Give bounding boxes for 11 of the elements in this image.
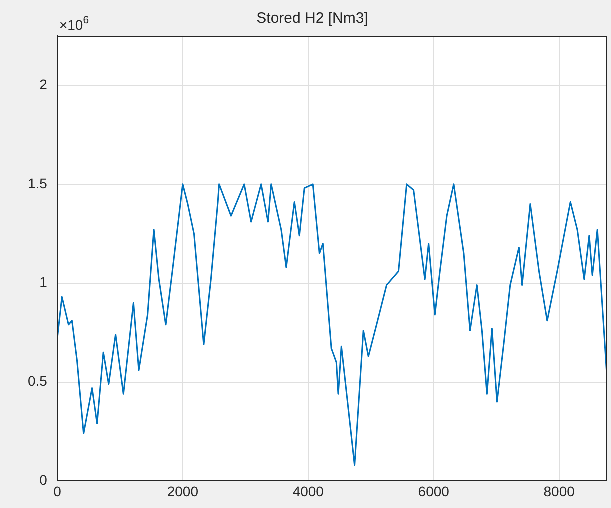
chart-title: Stored H2 [Nm3]	[256, 10, 368, 28]
y-tick-label: 0.5	[28, 373, 48, 390]
x-tick-label: 8000	[544, 483, 576, 500]
y-tick-label: 1	[40, 274, 48, 290]
x-tick-label: 6000	[418, 483, 450, 500]
x-tick-label: 0	[54, 483, 62, 500]
x-tick-label: 4000	[292, 483, 324, 500]
y-tick-label: 0	[40, 472, 48, 488]
y-tick-label: 2	[40, 76, 48, 92]
x-tick-label: 2000	[167, 483, 199, 500]
y-tick-label: 1.5	[28, 175, 48, 192]
